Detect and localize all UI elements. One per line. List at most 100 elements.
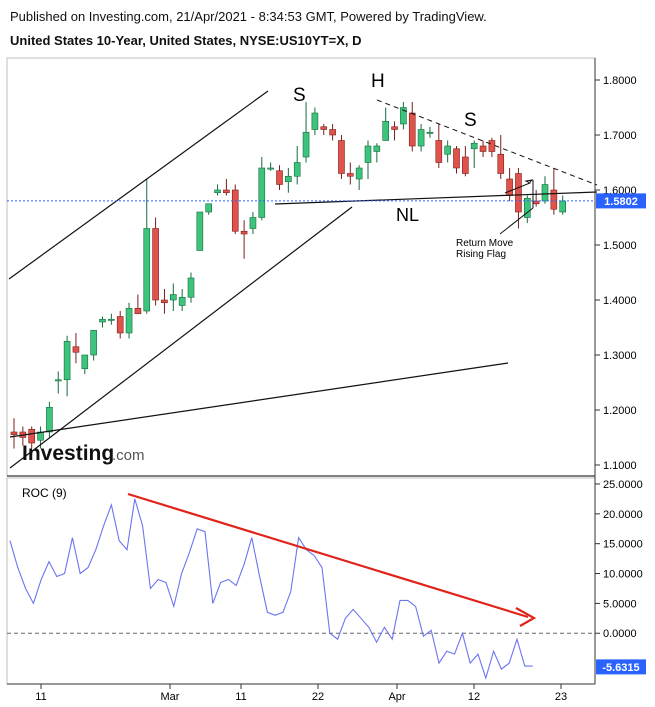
candle-body bbox=[391, 126, 398, 130]
candle-body bbox=[214, 189, 221, 194]
price-tick-label: 1.7000 bbox=[603, 130, 637, 142]
label-nl: NL bbox=[396, 205, 419, 225]
candle-body bbox=[63, 340, 71, 381]
candle-body bbox=[417, 129, 425, 147]
candle-body bbox=[364, 145, 372, 163]
roc-trend-arrowhead bbox=[515, 607, 537, 627]
time-tick-label: 22 bbox=[312, 691, 324, 703]
candle-body bbox=[276, 170, 283, 185]
candle-body bbox=[541, 184, 549, 202]
time-tick-label: 11 bbox=[35, 691, 46, 703]
lower-channel-line bbox=[9, 206, 353, 469]
roc-tick-label: 15.0000 bbox=[603, 539, 643, 551]
candle-body bbox=[143, 228, 151, 312]
candle-body bbox=[267, 167, 274, 170]
published-line: Published on Investing.com, 21/Apr/2021 … bbox=[10, 9, 487, 24]
candle-body bbox=[152, 228, 159, 301]
candle-body bbox=[559, 200, 567, 213]
neckline bbox=[274, 191, 598, 205]
last-price-value: 1.5802 bbox=[604, 196, 638, 208]
candle-body bbox=[479, 145, 487, 152]
candle-body bbox=[532, 200, 540, 205]
candle-body bbox=[258, 167, 266, 218]
candle-body bbox=[523, 197, 531, 218]
candle-body bbox=[373, 145, 381, 152]
roc-label: ROC (9) bbox=[22, 486, 67, 500]
candle-body bbox=[161, 299, 168, 304]
candle-body bbox=[10, 431, 18, 436]
candle-body bbox=[355, 167, 363, 180]
roc-last-value: -5.6315 bbox=[602, 662, 639, 674]
candle-body bbox=[108, 318, 115, 321]
label-rising-flag: Rising Flag bbox=[456, 249, 506, 260]
price-tick-label: 1.1000 bbox=[603, 460, 637, 472]
price-tick-label: 1.2000 bbox=[603, 405, 637, 417]
price-tick-label: 1.8000 bbox=[603, 75, 637, 87]
roc-downtrend-line bbox=[127, 492, 529, 619]
candle-body bbox=[488, 140, 496, 152]
roc-panel-frame bbox=[6, 477, 596, 685]
candle-body bbox=[28, 428, 36, 444]
candle-body bbox=[240, 230, 248, 235]
candle-body bbox=[231, 189, 239, 232]
candle-body bbox=[470, 142, 478, 150]
candle-body bbox=[338, 140, 345, 174]
upper-channel-line bbox=[8, 90, 269, 280]
candle-body bbox=[311, 112, 319, 130]
candle-body bbox=[205, 203, 212, 213]
candle-body bbox=[187, 277, 195, 298]
roc-last-badge bbox=[596, 659, 646, 675]
dashed-resistance-line bbox=[376, 99, 598, 186]
candle-body bbox=[453, 148, 460, 169]
candle-body bbox=[426, 131, 434, 134]
label-s-right: S bbox=[464, 110, 477, 131]
candle-body bbox=[497, 153, 505, 174]
candle-body bbox=[506, 178, 513, 196]
candle-body bbox=[329, 129, 336, 136]
candle-body bbox=[400, 107, 407, 125]
last-price-badge bbox=[596, 193, 646, 209]
roc-tick-label: 25.0000 bbox=[603, 479, 643, 491]
label-s-left: S bbox=[293, 85, 306, 106]
candle-body bbox=[444, 145, 451, 155]
candle-body bbox=[408, 112, 416, 147]
investing-logo-suffix: .com bbox=[112, 447, 145, 464]
time-tick-label: Apr bbox=[388, 691, 405, 703]
price-tick-label: 1.4000 bbox=[603, 295, 637, 307]
candle-body bbox=[382, 120, 390, 141]
candles-layer bbox=[10, 102, 567, 449]
roc-tick-label: 5.0000 bbox=[603, 598, 637, 610]
time-tick-label: 12 bbox=[468, 691, 480, 703]
candle-body bbox=[462, 156, 469, 174]
candle-body bbox=[99, 318, 106, 323]
label-h: H bbox=[371, 71, 385, 92]
time-tick-label: Mar bbox=[161, 691, 180, 703]
candle-body bbox=[515, 173, 522, 213]
candle-body bbox=[134, 307, 142, 315]
candle-body bbox=[320, 126, 328, 130]
long-trend-line bbox=[9, 362, 509, 438]
candle-body bbox=[81, 354, 89, 370]
flag-top-line bbox=[504, 179, 534, 194]
label-return-move: Return Move bbox=[456, 238, 514, 249]
chart-title: United States 10-Year, United States, NY… bbox=[10, 33, 362, 48]
candle-body bbox=[346, 173, 354, 177]
price-panel-frame bbox=[6, 57, 596, 477]
candle-body bbox=[293, 162, 301, 177]
price-axis: 1.80001.70001.60001.50001.40001.30001.20… bbox=[595, 75, 637, 472]
price-tick-label: 1.5000 bbox=[603, 240, 637, 252]
time-tick-label: 23 bbox=[555, 691, 567, 703]
time-axis: 11 Mar 11 22 Apr 12 23 bbox=[35, 684, 567, 703]
candle-body bbox=[178, 296, 186, 306]
time-tick-label: 11 bbox=[235, 691, 246, 703]
roc-tick-label: 20.0000 bbox=[603, 509, 643, 521]
candle-body bbox=[72, 346, 80, 353]
price-tick-label: 1.3000 bbox=[603, 350, 637, 362]
candle-body bbox=[170, 294, 177, 301]
flag-bottom-line bbox=[499, 207, 534, 235]
candle-body bbox=[550, 189, 558, 210]
candle-body bbox=[54, 379, 62, 382]
candle-body bbox=[125, 307, 133, 334]
roc-axis: 25.0000 20.0000 15.0000 10.0000 5.0000 0.0000 bbox=[595, 479, 643, 640]
